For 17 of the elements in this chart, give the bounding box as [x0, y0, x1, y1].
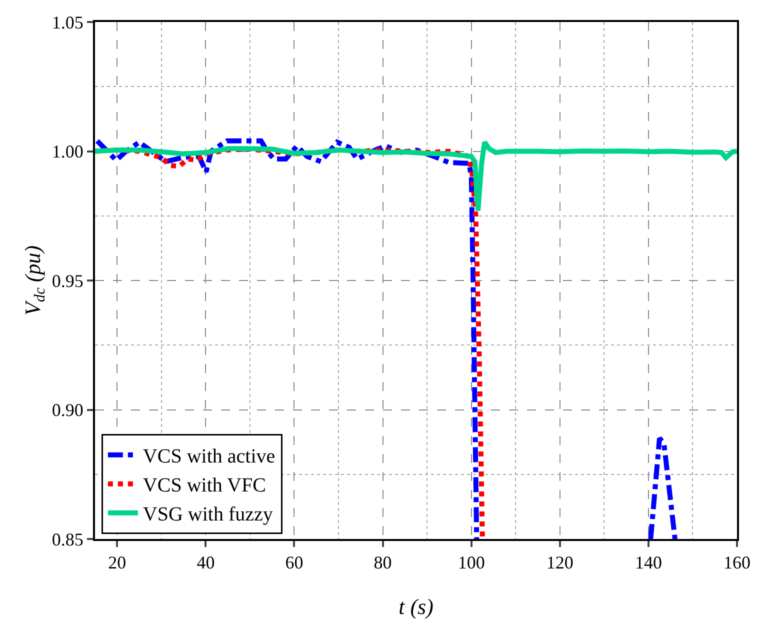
x-tick-label: 140	[634, 552, 662, 573]
y-tick-label: 1.05	[52, 12, 84, 32]
x-tick-label: 60	[285, 552, 304, 573]
y-tick-label: 1.00	[52, 142, 84, 162]
legend-label: VCS with active	[142, 446, 276, 468]
y-tick-label: 0.90	[52, 400, 84, 420]
x-tick-label: 40	[196, 552, 215, 573]
x-tick-label: 160	[724, 552, 750, 573]
y-tick-label: 0.95	[52, 270, 84, 291]
x-tick-label: 100	[458, 552, 485, 573]
y-tick-label: 0.85	[52, 529, 84, 550]
x-tick-label: 120	[546, 552, 574, 573]
x-tick-label: 80	[374, 552, 392, 573]
x-axis-title: t (s)	[398, 594, 434, 619]
legend-label: VCS with VFC	[142, 474, 266, 497]
x-tick-label: 20	[108, 552, 126, 573]
legend-label: VSG with fuzzy	[142, 504, 273, 526]
